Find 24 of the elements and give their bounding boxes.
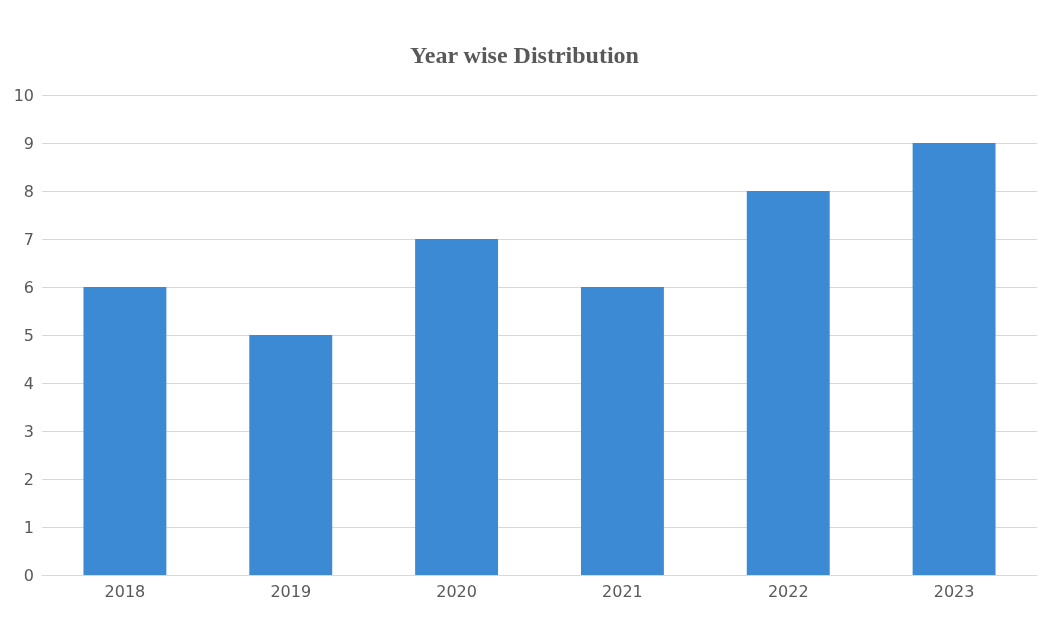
bar [746, 191, 830, 575]
y-tick-label: 4 [23, 373, 34, 393]
x-tick-label: 2023 [933, 581, 975, 601]
y-tick-label: 3 [23, 421, 34, 441]
y-tick-label: 9 [23, 133, 34, 153]
bar [415, 239, 499, 575]
bar [912, 143, 996, 575]
y-tick-label: 2 [23, 469, 34, 489]
x-tick-label: 2018 [104, 581, 146, 601]
chart-title: Year wise Distribution [410, 42, 639, 68]
y-tick-label: 1 [23, 517, 34, 537]
x-tick-label: 2019 [270, 581, 312, 601]
y-tick-label: 10 [13, 85, 34, 105]
y-tick-label: 7 [23, 229, 34, 249]
bar [83, 287, 167, 575]
x-tick-label: 2020 [436, 581, 477, 601]
y-tick-label: 5 [23, 325, 34, 345]
bar [580, 287, 664, 575]
y-tick-label: 0 [23, 565, 34, 585]
y-tick-label: 8 [23, 181, 34, 201]
bar [249, 335, 333, 575]
x-tick-label: 2021 [602, 581, 643, 601]
y-tick-label: 6 [23, 277, 34, 297]
x-tick-label: 2022 [767, 581, 809, 601]
